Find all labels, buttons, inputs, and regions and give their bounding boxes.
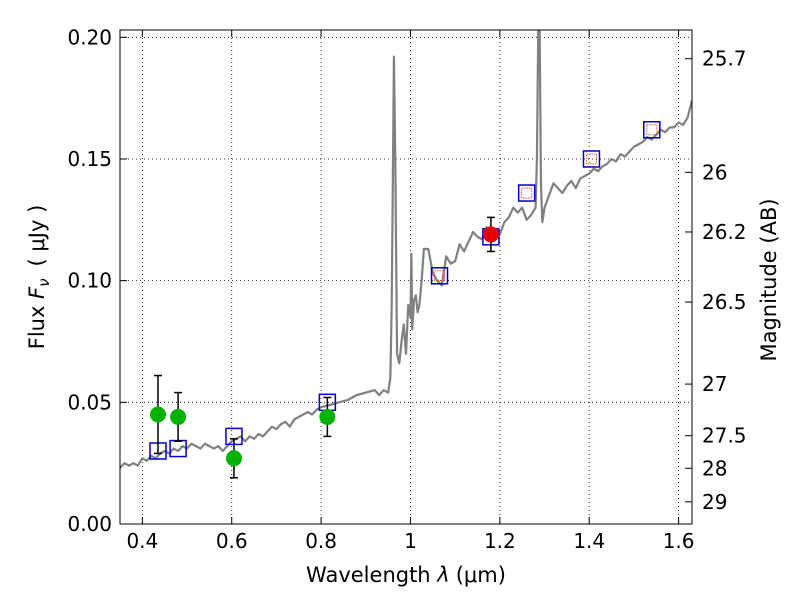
model-photometry-square xyxy=(643,121,661,139)
observed-point xyxy=(319,408,336,425)
spectrum-line xyxy=(120,30,692,469)
upper-limit-marker xyxy=(434,270,446,282)
y-axis-label: Flux Fν ( μJy ) xyxy=(25,205,53,350)
upper-limit-marker xyxy=(585,153,597,165)
mag-tick-label: 29 xyxy=(702,490,727,514)
mag-tick-label: 25.7 xyxy=(702,47,747,71)
mag-tick-label: 27 xyxy=(702,372,727,396)
model-photometry-square xyxy=(517,184,536,202)
mag-tick-label: 28 xyxy=(702,456,727,480)
axis-ticks: 0.4 0.6 0.8 1 1.2 1.4 1.6 0.00 0.05 0.10 0.15 0.20 2… xyxy=(67,25,746,553)
x-axis-label: Wavelength λ (μm) xyxy=(306,563,506,587)
y2-axis-label: Magnitude (AB) xyxy=(757,198,781,361)
y-axis-label-symbol: F xyxy=(25,286,49,299)
observed-point xyxy=(482,226,499,243)
upper-limit-marker xyxy=(521,187,533,199)
y-tick-label: 0.10 xyxy=(67,269,112,293)
x-axis-label-lambda: λ xyxy=(436,563,449,587)
y-tick-label: 0.05 xyxy=(67,390,112,414)
mag-tick-label: 26.5 xyxy=(702,290,747,314)
grid-lines xyxy=(120,30,692,525)
x-axis-label-prefix: Wavelength xyxy=(306,563,437,587)
model-photometry-square xyxy=(582,150,601,168)
x-tick-label: 1.2 xyxy=(484,529,516,553)
plot-frame xyxy=(119,29,693,525)
chart-marks xyxy=(120,30,692,479)
x-tick-label: 0.6 xyxy=(216,529,248,553)
x-tick-label: 1.6 xyxy=(663,529,695,553)
x-tick-label: 0.8 xyxy=(305,529,337,553)
upper-limit-marker xyxy=(646,124,658,136)
mag-tick-label: 27.5 xyxy=(702,424,747,448)
y-axis-label-prefix: Flux xyxy=(25,299,49,349)
x-tick-label: 0.4 xyxy=(126,529,158,553)
y-axis-label-subscript: ν xyxy=(35,278,53,286)
y-tick-label: 0.15 xyxy=(67,147,112,171)
observed-point xyxy=(225,450,242,467)
model-photometry-square xyxy=(430,267,449,285)
x-axis-label-unit: (μm) xyxy=(456,563,506,587)
y-tick-label: 0.20 xyxy=(67,25,112,49)
observed-point xyxy=(170,408,187,425)
observed-point xyxy=(149,406,166,423)
y-tick-label: 0.00 xyxy=(67,512,112,536)
x-tick-label: 1 xyxy=(404,529,417,553)
mag-tick-label: 26 xyxy=(702,160,727,184)
x-tick-label: 1.4 xyxy=(573,529,605,553)
y-axis-label-unit: ( μJy ) xyxy=(25,205,49,267)
mag-tick-label: 26.2 xyxy=(702,220,747,244)
